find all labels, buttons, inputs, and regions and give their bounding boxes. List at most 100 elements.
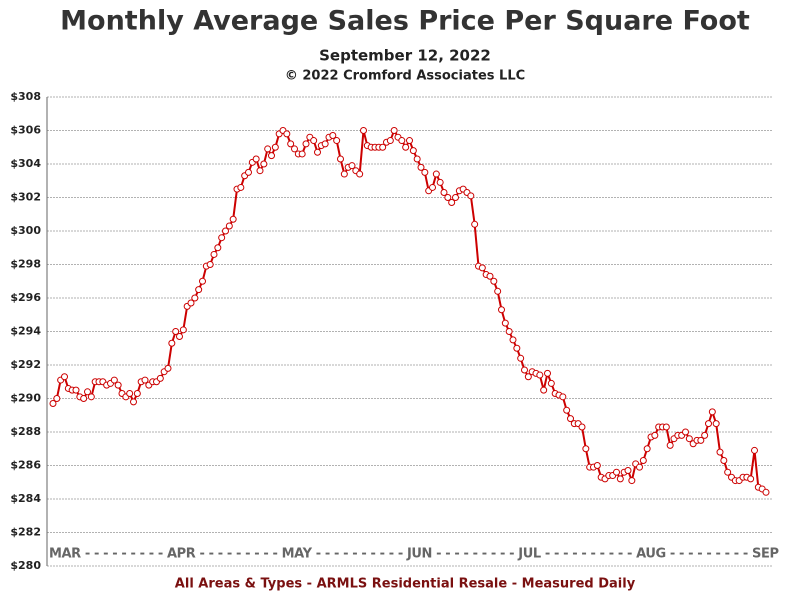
chart-subtitle: September 12, 2022 — [319, 47, 491, 65]
data-point — [697, 436, 705, 444]
data-point — [80, 395, 88, 402]
y-tick-label: $292 — [10, 358, 41, 371]
data-point — [624, 467, 632, 475]
data-point — [544, 369, 551, 377]
data-point — [413, 155, 421, 163]
data-point — [421, 168, 429, 176]
data-point — [521, 366, 528, 374]
chart-title: Monthly Average Sales Price Per Square F… — [60, 6, 750, 37]
data-point — [302, 140, 310, 148]
data-point — [225, 222, 233, 230]
data-point — [72, 386, 80, 394]
data-point — [536, 371, 544, 379]
data-point — [559, 393, 567, 401]
y-tick-label: $308 — [10, 90, 41, 103]
data-point — [268, 152, 275, 160]
data-point — [524, 373, 532, 381]
data-point — [172, 328, 180, 335]
data-point — [444, 194, 452, 201]
data-point — [505, 328, 513, 335]
data-point — [478, 264, 486, 272]
data-point — [402, 143, 410, 151]
data-point — [168, 339, 176, 347]
y-tick-label: $300 — [10, 224, 41, 237]
data-point — [651, 431, 659, 439]
y-tick-label: $290 — [10, 392, 41, 405]
data-point — [490, 277, 498, 285]
footer: All Areas & Types - ARMLS Residential Re… — [175, 577, 636, 592]
data-point — [432, 170, 440, 178]
data-point — [340, 170, 348, 178]
copyright: © 2022 Cromford Associates LLC — [285, 69, 525, 84]
data-point — [214, 244, 222, 252]
data-point — [348, 162, 356, 170]
data-point — [436, 178, 444, 186]
data-point — [628, 477, 636, 485]
data-point — [716, 448, 724, 456]
data-point — [701, 431, 709, 439]
data-point — [705, 420, 712, 428]
data-point — [210, 250, 218, 258]
data-point — [501, 319, 509, 327]
data-point — [333, 137, 341, 145]
data-point — [260, 160, 268, 168]
data-point — [291, 145, 298, 153]
data-point — [126, 389, 134, 397]
data-point — [582, 445, 590, 453]
data-point — [386, 137, 394, 145]
y-tick-label: $302 — [10, 191, 41, 204]
data-point — [406, 137, 413, 145]
data-point — [440, 188, 448, 196]
y-tick-label: $288 — [10, 425, 41, 438]
data-point — [724, 468, 732, 476]
data-point — [337, 155, 344, 163]
data-point — [379, 143, 387, 151]
data-point — [751, 446, 758, 454]
data-point — [578, 423, 586, 431]
data-point — [547, 379, 555, 387]
data-point — [762, 488, 770, 496]
y-tick-label: $286 — [10, 459, 41, 472]
data-point — [53, 395, 61, 402]
data-point — [256, 167, 264, 175]
data-point — [314, 148, 321, 156]
data-point — [164, 364, 172, 372]
data-point — [110, 376, 118, 384]
data-point — [310, 137, 318, 145]
data-point — [176, 333, 183, 341]
data-point — [287, 140, 295, 148]
data-point — [636, 463, 643, 471]
y-tick-label: $294 — [10, 325, 41, 338]
data-point — [498, 306, 505, 314]
y-tick-label: $284 — [10, 492, 41, 505]
data-point — [179, 326, 187, 334]
data-point — [360, 127, 367, 134]
data-point — [191, 294, 199, 302]
data-point — [509, 336, 517, 344]
data-point — [563, 406, 571, 414]
data-point — [133, 389, 141, 397]
y-tick-label: $298 — [10, 258, 41, 271]
data-point — [712, 420, 720, 428]
y-tick-label: $280 — [10, 559, 41, 572]
data-point — [567, 415, 574, 423]
data-point — [195, 286, 203, 294]
data-point — [84, 388, 91, 396]
data-point — [613, 468, 620, 476]
data-point — [471, 220, 479, 228]
y-tick-label: $282 — [10, 526, 41, 539]
data-point — [199, 277, 206, 285]
data-point — [130, 398, 137, 406]
data-point — [329, 132, 337, 140]
data-point — [593, 462, 601, 469]
data-point — [87, 393, 95, 401]
data-point — [448, 199, 456, 207]
data-point — [452, 194, 459, 201]
data-point — [682, 428, 689, 436]
data-point — [283, 130, 291, 138]
data-point — [237, 183, 245, 191]
data-point — [245, 168, 252, 176]
data-point — [229, 215, 237, 223]
data-point — [616, 475, 624, 483]
data-point — [356, 170, 364, 178]
